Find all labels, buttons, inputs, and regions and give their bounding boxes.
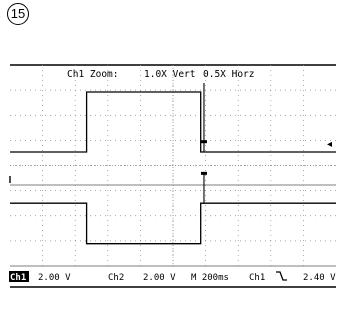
trigger-level-arrow-icon: ◂: [327, 139, 332, 150]
zoom-title-channel: Ch1 Zoom:: [67, 69, 118, 80]
zoom-trace: [10, 202, 336, 245]
zoom-title-vertical: 1.0X Vert: [144, 69, 195, 80]
graticule: [10, 65, 336, 266]
main-trace: [10, 91, 336, 153]
trigger-level: 2.40 V: [303, 273, 336, 283]
zoom-glitch-marker: [200, 171, 207, 175]
ch1-badge-bg: [9, 271, 29, 282]
zoom-title-horizontal: 0.5X Horz: [203, 69, 254, 80]
falling-edge-icon: [276, 271, 287, 281]
figure-number: 15: [7, 3, 29, 25]
ch2-scale: 2.00 V: [143, 273, 176, 283]
trigger-source: Ch1: [249, 273, 265, 283]
main-glitch-marker: [200, 140, 207, 144]
ch1-scale: 2.00 V: [38, 273, 71, 283]
timebase: M 200ms: [191, 273, 229, 283]
ch1-badge: Ch1: [10, 273, 26, 283]
traces: [9, 83, 336, 245]
ch2-label: Ch2: [108, 273, 124, 283]
